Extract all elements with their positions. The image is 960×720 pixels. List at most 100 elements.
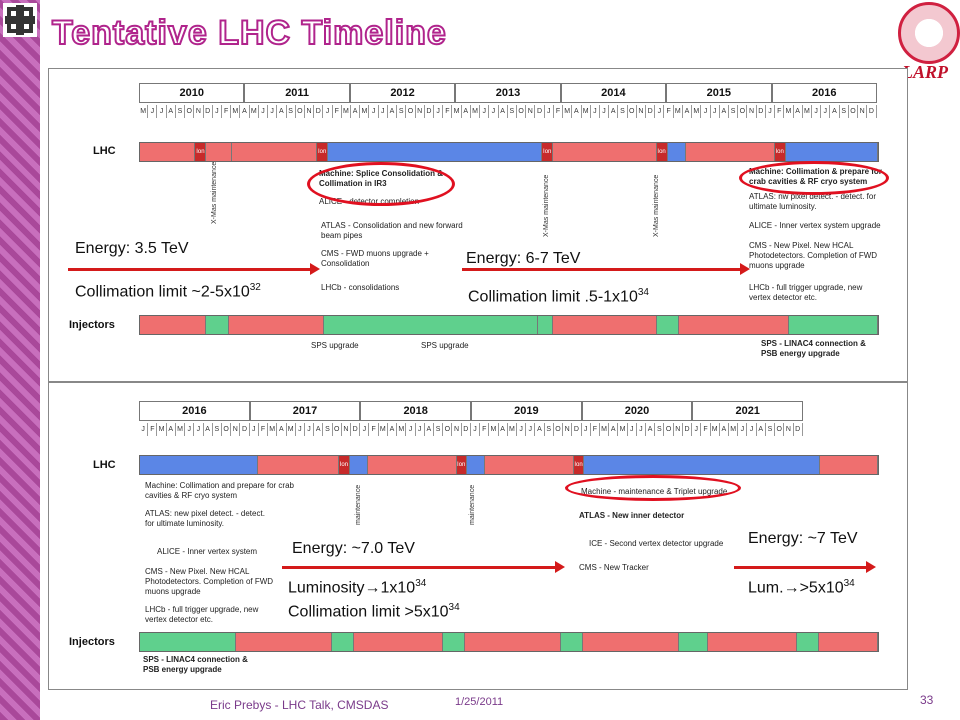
month-cell: M: [397, 423, 407, 436]
month-cell: N: [637, 105, 647, 118]
note-sps-linac4: SPS - LINAC4 connection & PSB energy upg…: [761, 339, 866, 358]
month-cell: F: [775, 105, 785, 118]
month-cell: J: [305, 423, 315, 436]
month-cell: O: [628, 105, 637, 118]
month-cell: O: [222, 423, 232, 436]
month-cell: A: [499, 423, 508, 436]
month-cell: J: [259, 105, 269, 118]
month-cell: M: [231, 105, 241, 118]
month-cell: D: [351, 423, 361, 436]
month-cell: O: [664, 423, 674, 436]
month-cell: J: [480, 105, 490, 118]
month-cell: S: [397, 105, 407, 118]
month-cell: M: [379, 423, 388, 436]
month-cell: A: [277, 105, 287, 118]
injectors-row-label: Injectors: [69, 636, 115, 648]
month-cell: N: [858, 105, 868, 118]
month-cell: N: [452, 423, 462, 436]
month-cell: A: [572, 105, 582, 118]
injectors-bar-bottom: [139, 632, 879, 652]
injectors-bar-top: [139, 315, 879, 335]
note-sps-upgrade: SPS upgrade: [311, 341, 359, 350]
collimation-limit-1: Collimation limit ~2-5x1032: [75, 282, 261, 301]
ion-run: Ion: [774, 143, 786, 161]
month-cell: J: [591, 105, 600, 118]
note-alice: ALICE - Inner vertex system: [157, 547, 258, 556]
note-lhcb: LHCb - consolidations: [321, 283, 400, 292]
note-cms-2: CMS - New Tracker: [579, 563, 649, 572]
maintenance-label: maintenance: [355, 484, 362, 525]
month-cell: A: [535, 423, 545, 436]
month-cell: S: [213, 423, 222, 436]
month-cell: M: [342, 105, 352, 118]
month-cell: N: [194, 105, 204, 118]
month-cell: F: [148, 423, 158, 436]
month-cell: D: [572, 423, 582, 436]
month-cell: J: [821, 105, 831, 118]
month-cell: O: [849, 105, 859, 118]
ion-run: Ion: [339, 456, 350, 474]
month-cell: S: [840, 105, 849, 118]
xmas-maintenance-label: X-Mas maintenance: [653, 174, 660, 237]
month-cell: F: [259, 423, 269, 436]
month-cell: J: [360, 423, 370, 436]
month-cell: J: [369, 105, 379, 118]
month-cell: A: [720, 423, 729, 436]
month-cell: N: [231, 423, 241, 436]
energy-label-7tev-b: Energy: ~7 TeV: [748, 530, 858, 547]
year-cell: 2017: [249, 401, 361, 421]
month-cell: J: [628, 423, 637, 436]
month-cell: M: [711, 423, 720, 436]
month-cell: F: [222, 105, 232, 118]
ion-run: Ion: [317, 143, 329, 161]
note-atlas-2: ATLAS: nw pixel detect. - detect. for ul…: [749, 192, 877, 211]
month-cell: J: [526, 423, 536, 436]
month-cell: A: [830, 105, 840, 118]
luminosity-label-4: Lum.→>5x1034: [748, 578, 855, 597]
month-cell: A: [609, 423, 619, 436]
month-cell: A: [314, 423, 324, 436]
timeline-arrow: [462, 263, 750, 275]
xmas-maintenance-label: X-Mas maintenance: [211, 161, 218, 224]
year-cell: 2012: [349, 83, 456, 103]
note-cms: CMS - New Pixel. New HCAL Photodetectors…: [145, 567, 274, 596]
ion-run: Ion: [195, 143, 207, 161]
month-cell: F: [333, 105, 342, 118]
month-cell: J: [812, 105, 822, 118]
month-cell: S: [545, 423, 554, 436]
lhc-row-label: LHC: [93, 145, 116, 157]
year-cell: 2015: [666, 83, 772, 103]
month-cell: O: [406, 105, 416, 118]
month-cell: M: [360, 105, 370, 118]
month-cell: J: [747, 423, 757, 436]
month-cell: D: [425, 105, 434, 118]
month-cell: N: [747, 105, 757, 118]
month-cell: J: [379, 105, 388, 118]
month-cell: J: [517, 423, 527, 436]
month-cell: A: [167, 105, 176, 118]
month-cell: D: [535, 105, 545, 118]
left-decorative-bar: [0, 0, 40, 720]
month-cell: N: [305, 105, 315, 118]
month-cell: F: [664, 105, 674, 118]
month-cell: D: [314, 105, 324, 118]
month-cell: J: [471, 423, 481, 436]
month-cell: O: [517, 105, 527, 118]
month-cell: J: [148, 105, 158, 118]
month-cell: M: [452, 105, 462, 118]
month-cell: M: [784, 105, 794, 118]
slide-title: Tentative LHC Timeline: [51, 13, 447, 53]
month-cell: J: [194, 423, 204, 436]
month-cell: N: [674, 423, 683, 436]
month-cell: M: [674, 105, 683, 118]
luminosity-label-3: Luminosity→1x1034: [288, 578, 427, 597]
month-cell: J: [296, 423, 305, 436]
month-cell: A: [167, 423, 176, 436]
year-cell: 2010: [139, 83, 245, 103]
injectors-row-label: Injectors: [69, 319, 115, 331]
month-cell: M: [489, 423, 499, 436]
month-cell: J: [434, 105, 444, 118]
month-cell: M: [600, 423, 610, 436]
month-cell: J: [489, 105, 499, 118]
